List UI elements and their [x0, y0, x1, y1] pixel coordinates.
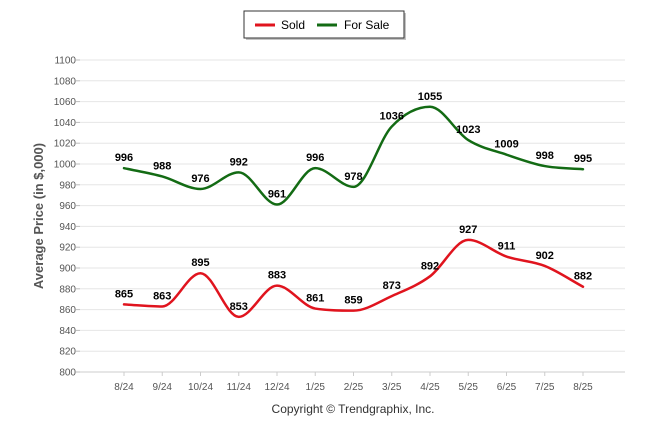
- x-tick-label: 9/24: [153, 382, 173, 393]
- data-label-for-sale: 1055: [418, 91, 442, 103]
- data-label-for-sale: 1023: [456, 124, 480, 136]
- y-tick-label: 980: [59, 180, 76, 191]
- x-tick-label: 8/25: [573, 382, 593, 393]
- data-label-for-sale: 992: [230, 156, 248, 168]
- x-tick-label: 3/25: [382, 382, 402, 393]
- y-tick-label: 960: [59, 201, 76, 212]
- data-label-sold: 902: [536, 250, 554, 262]
- y-tick-label: 860: [59, 305, 76, 316]
- data-label-for-sale: 978: [344, 171, 362, 183]
- y-tick-label: 1020: [54, 139, 77, 150]
- y-tick-label: 1100: [54, 56, 76, 67]
- data-label-for-sale: 998: [536, 150, 554, 162]
- series-lines: [122, 105, 585, 319]
- series-line-for-sale: [122, 105, 585, 206]
- y-tick-label: 1060: [54, 97, 77, 108]
- data-label-sold: 883: [268, 270, 286, 282]
- data-label-for-sale: 988: [153, 160, 171, 172]
- data-label-sold: 853: [230, 301, 248, 313]
- x-tick-label: 7/25: [535, 382, 555, 393]
- data-label-sold: 873: [383, 280, 401, 292]
- y-tick-label: 940: [59, 222, 76, 233]
- data-label-sold: 895: [191, 257, 209, 269]
- x-tick-label: 12/24: [264, 382, 289, 393]
- y-tick-label: 800: [59, 368, 76, 379]
- y-tick-label: 1080: [54, 76, 77, 87]
- y-tick-label: 840: [59, 326, 76, 337]
- data-label-for-sale: 996: [306, 152, 324, 164]
- data-label-sold: 863: [153, 290, 171, 302]
- data-label-sold: 882: [574, 271, 592, 283]
- gridlines: [80, 59, 625, 373]
- legend-label-sold: Sold: [281, 18, 305, 32]
- series-line-sold: [122, 238, 585, 319]
- data-label-sold: 859: [344, 295, 362, 307]
- data-label-for-sale: 961: [268, 189, 286, 201]
- data-label-for-sale: 976: [191, 173, 209, 185]
- x-axis-ticks: 8/24 9/24 10/24 11/24 12/24 1/25 2/25 3/25 4/25 5…: [114, 372, 593, 393]
- y-tick-label: 920: [59, 243, 76, 254]
- data-label-sold: 892: [421, 260, 439, 272]
- y-axis-ticks: 800 820 840 860 880 900 920 940 960 980 1000 1020 10…: [54, 56, 80, 379]
- data-label-for-sale: 996: [115, 152, 133, 164]
- copyright-text: Copyright © Trendgraphix, Inc.: [272, 402, 435, 416]
- data-label-sold: 927: [459, 224, 477, 236]
- x-tick-label: 10/24: [188, 382, 213, 393]
- data-label-for-sale: 995: [574, 153, 592, 165]
- x-tick-label: 1/25: [306, 382, 326, 393]
- x-tick-label: 4/25: [420, 382, 440, 393]
- x-tick-label: 6/25: [497, 382, 517, 393]
- legend: Sold For Sale: [243, 10, 406, 40]
- x-tick-label: 2/25: [344, 382, 364, 393]
- x-tick-label: 5/25: [459, 382, 479, 393]
- data-label-sold: 911: [498, 241, 516, 253]
- y-tick-label: 900: [59, 264, 76, 275]
- y-tick-label: 820: [59, 347, 76, 358]
- x-tick-label: 11/24: [227, 382, 252, 393]
- data-label-for-sale: 1036: [380, 111, 404, 123]
- y-tick-label: 880: [59, 284, 76, 295]
- y-tick-label: 1000: [54, 160, 77, 171]
- data-label-sold: 865: [115, 288, 133, 300]
- y-axis-title: Average Price (in $,000): [31, 143, 46, 289]
- x-tick-label: 8/24: [114, 382, 134, 393]
- y-tick-label: 1040: [54, 118, 77, 129]
- legend-label-for-sale: For Sale: [344, 18, 390, 32]
- data-label-sold: 861: [306, 293, 324, 305]
- data-labels: 865 863 895 853 883 861 859 873 892 927 911 902 882 9…: [115, 91, 592, 313]
- data-label-for-sale: 1009: [494, 139, 518, 151]
